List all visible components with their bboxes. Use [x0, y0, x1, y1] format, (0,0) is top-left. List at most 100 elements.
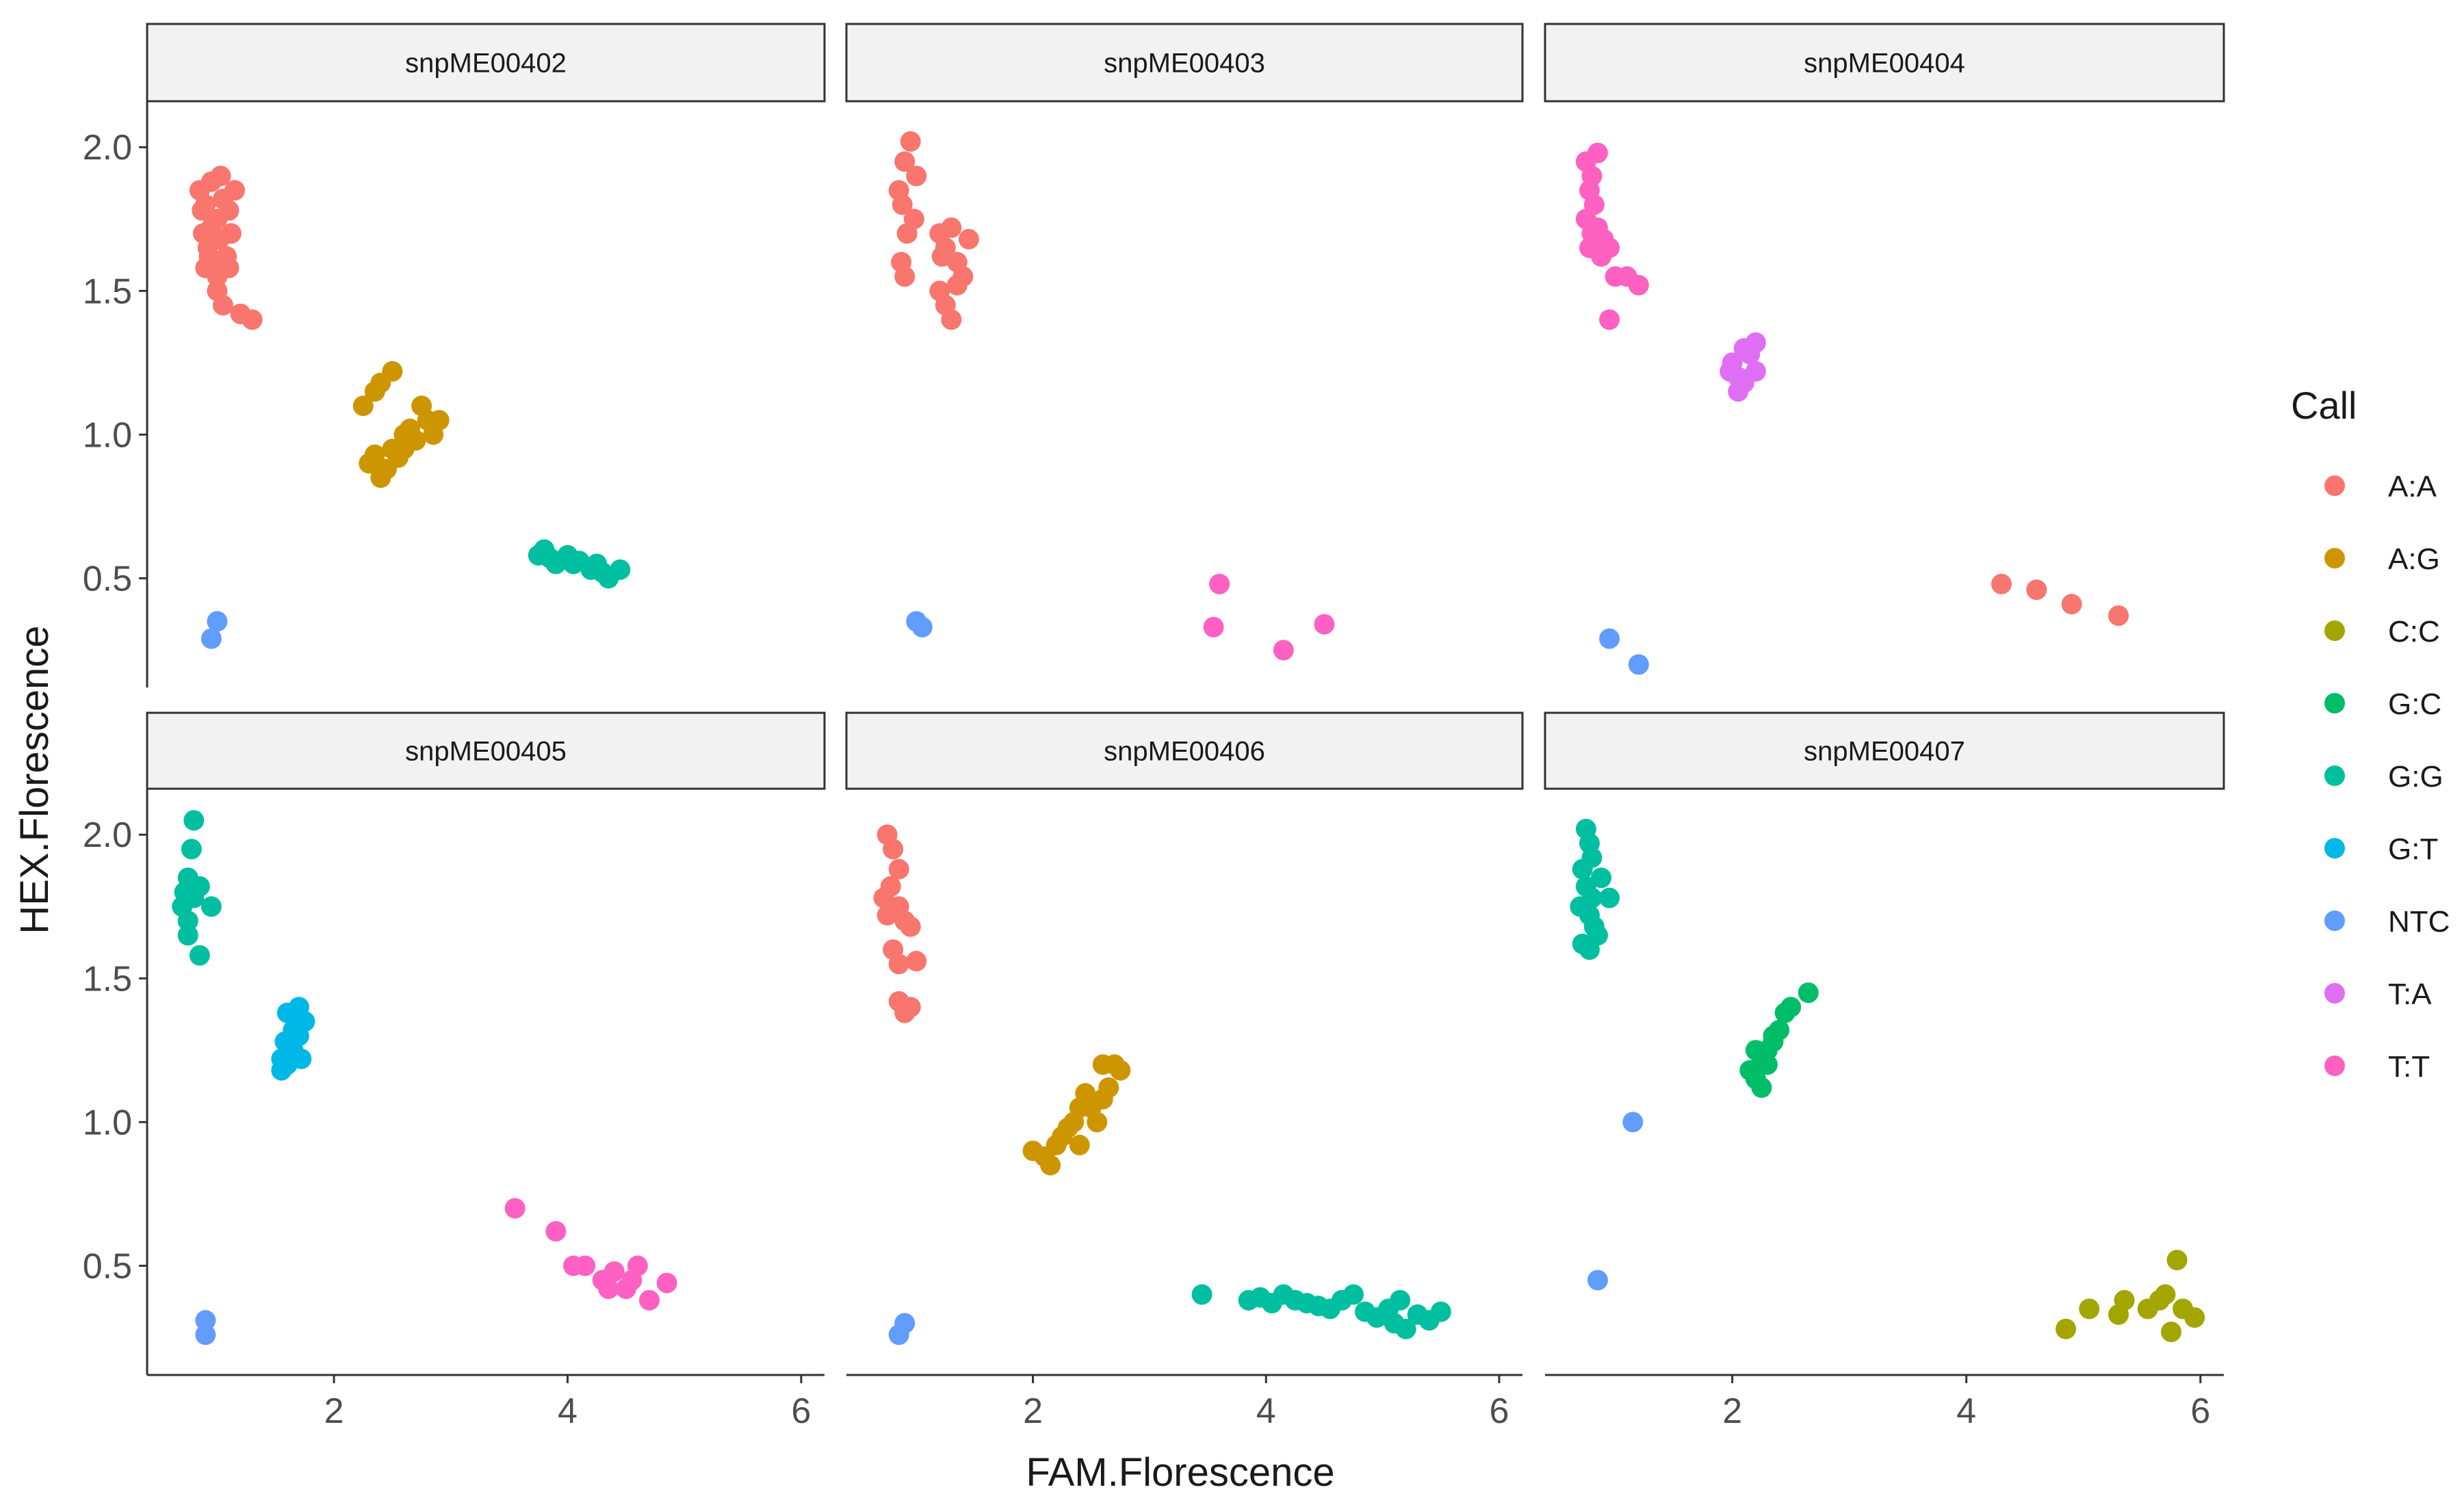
facet-strip: [845, 23, 1524, 103]
data-point: [224, 180, 246, 201]
legend: Call A:A A:G C:C G:C G:G G:T NTC T:A T:T: [2291, 384, 2450, 1084]
data-point: [423, 424, 444, 445]
facet-panel: snpME00404: [1544, 23, 2225, 675]
data-point: [1587, 142, 1608, 163]
data-point: [900, 131, 921, 152]
y-tick-label: 0.5: [83, 559, 132, 599]
data-point: [1087, 1112, 1108, 1133]
data-point: [1110, 1060, 1131, 1081]
data-point: [1622, 1112, 1644, 1133]
data-point: [894, 151, 916, 172]
data-point: [1599, 628, 1620, 649]
data-point: [545, 1220, 567, 1242]
legend-label: A:G: [2388, 542, 2440, 576]
y-tick-label: 1.0: [83, 1103, 132, 1142]
data-point: [177, 925, 198, 946]
data-point: [946, 274, 968, 296]
data-point: [1203, 616, 1224, 638]
data-point: [242, 309, 263, 330]
data-point: [198, 246, 220, 267]
facet-panels: snpME00402 0.5 1.0 1.5 2.0 snpME00403 snpME004…: [83, 23, 2225, 1431]
y-tick-label: 2.0: [83, 128, 132, 168]
legend-key: [2324, 838, 2345, 859]
data-point: [400, 418, 421, 439]
facet-panel: snpME00406 2 4 6: [845, 711, 1524, 1431]
data-point: [1343, 1284, 1364, 1305]
data-point: [274, 1031, 296, 1052]
data-point: [1209, 573, 1230, 594]
legend-key: [2324, 620, 2345, 641]
data-point: [1780, 997, 1802, 1018]
data-point: [586, 553, 608, 575]
data-point: [1191, 1284, 1212, 1305]
y-axis-title: HEX.Florescence: [12, 625, 57, 934]
data-point: [638, 1289, 660, 1311]
y-tick-label: 1.0: [83, 415, 132, 455]
data-point: [1052, 1126, 1073, 1147]
data-point: [1390, 1289, 1411, 1311]
data-point: [1599, 309, 1620, 330]
data-point: [189, 945, 210, 966]
legend-label: C:C: [2388, 615, 2440, 648]
data-point: [888, 859, 909, 880]
data-point: [218, 257, 239, 278]
legend-label: A:A: [2388, 470, 2437, 503]
data-point: [189, 876, 210, 897]
facet-strip: [845, 711, 1524, 790]
data-point: [1763, 1025, 1784, 1047]
x-tick-label: 2: [324, 1391, 344, 1431]
legend-label: G:T: [2388, 833, 2438, 866]
data-point: [888, 1324, 909, 1346]
data-point: [931, 246, 952, 267]
data-point: [195, 1310, 216, 1331]
y-tick-label: 2.0: [83, 815, 132, 855]
data-point: [177, 910, 198, 932]
facet-strip: [1544, 23, 2225, 103]
data-point: [873, 887, 894, 908]
facet-strip: [146, 711, 826, 790]
facet-panel: snpME00403: [845, 23, 1524, 661]
legend-label: T:T: [2388, 1050, 2430, 1084]
data-point: [376, 458, 397, 480]
legend-key: [2324, 548, 2345, 568]
data-point: [2056, 1318, 2077, 1339]
legend-key: [2324, 765, 2345, 786]
data-point: [610, 559, 631, 580]
data-point: [1572, 859, 1593, 880]
legend-title: Call: [2291, 384, 2357, 427]
data-point: [1098, 1077, 1119, 1098]
data-point: [1092, 1054, 1113, 1075]
data-point: [1745, 361, 1766, 382]
data-point: [1756, 1054, 1778, 1075]
x-tick-label: 2: [1722, 1391, 1742, 1431]
data-point: [539, 547, 560, 568]
data-point: [656, 1272, 677, 1294]
data-point: [1395, 1318, 1416, 1339]
data-point: [2155, 1284, 2176, 1305]
data-point: [1314, 614, 1335, 635]
x-tick-label: 4: [558, 1391, 578, 1431]
data-point: [883, 839, 904, 860]
legend-key: [2324, 693, 2345, 713]
data-point: [370, 372, 391, 393]
data-point: [288, 997, 309, 1018]
legend-key: [2324, 910, 2345, 931]
data-point: [1599, 237, 1620, 259]
data-point: [888, 954, 909, 975]
facet-strip-title: snpME00403: [1104, 49, 1265, 79]
data-point: [2108, 605, 2129, 626]
data-point: [2061, 594, 2082, 615]
facet-strip-title: snpME00406: [1104, 737, 1265, 767]
data-point: [218, 200, 239, 221]
legend-key: [2324, 1056, 2345, 1076]
data-point: [2114, 1289, 2135, 1311]
data-point: [911, 616, 933, 638]
data-point: [207, 611, 228, 632]
data-point: [200, 628, 222, 649]
facet-panel: snpME00402 0.5 1.0 1.5 2.0: [83, 23, 826, 687]
x-tick-label: 4: [1256, 1391, 1276, 1431]
data-point: [900, 916, 921, 937]
data-point: [1991, 573, 2012, 594]
data-point: [393, 438, 415, 460]
legend-label: G:C: [2388, 687, 2441, 721]
